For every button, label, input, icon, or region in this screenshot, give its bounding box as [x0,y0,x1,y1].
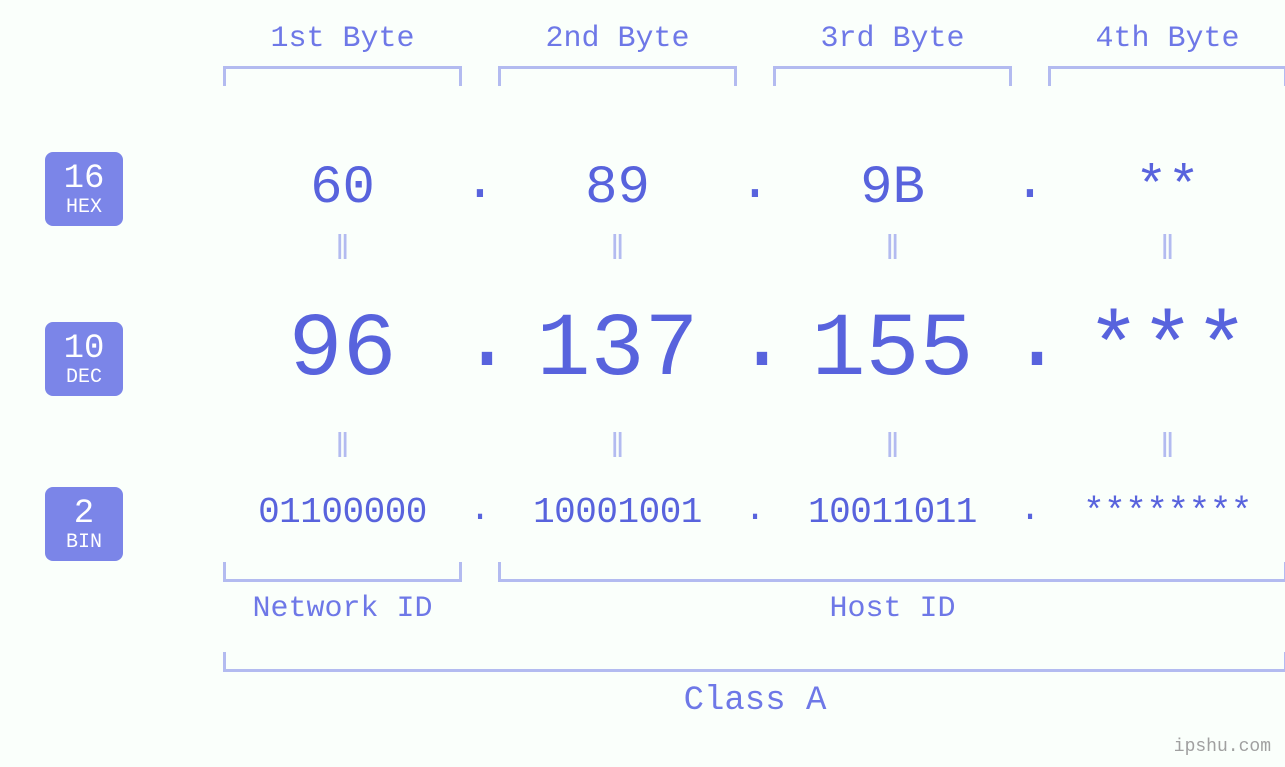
dec-byte-2: 137 [480,300,755,402]
hex-byte-3: 9B [755,158,1030,219]
bin-badge-num: 2 [61,497,107,531]
byte-col-3: 3rd Byte [755,22,1030,86]
byte-headers: 1st Byte 2nd Byte 3rd Byte 4th Byte [205,22,1285,86]
hex-badge-num: 16 [61,162,107,196]
byte-label-4: 4th Byte [1030,22,1285,56]
bin-byte-4: ******** [1030,492,1285,533]
eq-1-1: ǁ [205,232,480,270]
dec-byte-4: *** [1030,300,1285,402]
hex-byte-2: 89 [480,158,755,219]
eq-2-4: ǁ [1030,430,1285,468]
bracket-top-3 [773,66,1012,86]
bracket-top-4 [1048,66,1285,86]
class-bracket [223,652,1285,672]
byte-label-1: 1st Byte [205,22,480,56]
byte-col-4: 4th Byte [1030,22,1285,86]
host-id-label: Host ID [480,592,1285,626]
byte-col-1: 1st Byte [205,22,480,86]
bin-dot-3: . [1010,489,1050,530]
eq-2-2: ǁ [480,430,755,468]
byte-label-3: 3rd Byte [755,22,1030,56]
dec-byte-3: 155 [755,300,1030,402]
dec-dot-2: . [735,291,775,393]
dec-dot-1: . [460,291,500,393]
eq-2-1: ǁ [205,430,480,468]
class-section: Class A [205,652,1285,720]
bottom-structure: Network IDHost ID Class A [205,562,1285,720]
eq-1-4: ǁ [1030,232,1285,270]
bin-byte-2: 10001001 [480,492,755,533]
bin-badge: 2 BIN [45,487,123,561]
hex-dot-1: . [460,153,500,214]
dec-badge-label: DEC [61,368,107,388]
byte-col-2: 2nd Byte [480,22,755,86]
ip-diagram: 1st Byte 2nd Byte 3rd Byte 4th Byte 16 H… [0,0,1285,767]
bin-dot-1: . [460,489,500,530]
eq-2-3: ǁ [755,430,1030,468]
bin-dot-2: . [735,489,775,530]
hex-byte-1: 60 [205,158,480,219]
bin-badge-label: BIN [61,533,107,553]
equals-row-1: ǁ ǁ ǁ ǁ [205,232,1285,270]
bin-byte-3: 10011011 [755,492,1030,533]
hex-byte-4: ** [1030,158,1285,219]
hex-row: 60 . 89 . 9B . ** [205,158,1285,219]
equals-row-2: ǁ ǁ ǁ ǁ [205,430,1285,468]
eq-1-2: ǁ [480,232,755,270]
watermark: ipshu.com [1174,737,1271,757]
net-host-brackets [205,562,1285,582]
network-bracket [223,562,462,582]
dec-badge: 10 DEC [45,322,123,396]
dec-byte-1: 96 [205,300,480,402]
eq-1-3: ǁ [755,232,1030,270]
bin-byte-1: 01100000 [205,492,480,533]
dec-row: 96 . 137 . 155 . *** [205,300,1285,402]
host-bracket [498,562,1285,582]
network-id-label: Network ID [205,592,480,626]
hex-badge: 16 HEX [45,152,123,226]
byte-label-2: 2nd Byte [480,22,755,56]
bracket-top-2 [498,66,737,86]
hex-badge-label: HEX [61,198,107,218]
bin-row: 01100000 . 10001001 . 10011011 . *******… [205,492,1285,533]
class-label: Class A [205,682,1285,720]
bracket-top-1 [223,66,462,86]
hex-dot-2: . [735,153,775,214]
net-host-labels: Network IDHost ID [205,582,1285,626]
dec-dot-3: . [1010,291,1050,393]
hex-dot-3: . [1010,153,1050,214]
dec-badge-num: 10 [61,332,107,366]
